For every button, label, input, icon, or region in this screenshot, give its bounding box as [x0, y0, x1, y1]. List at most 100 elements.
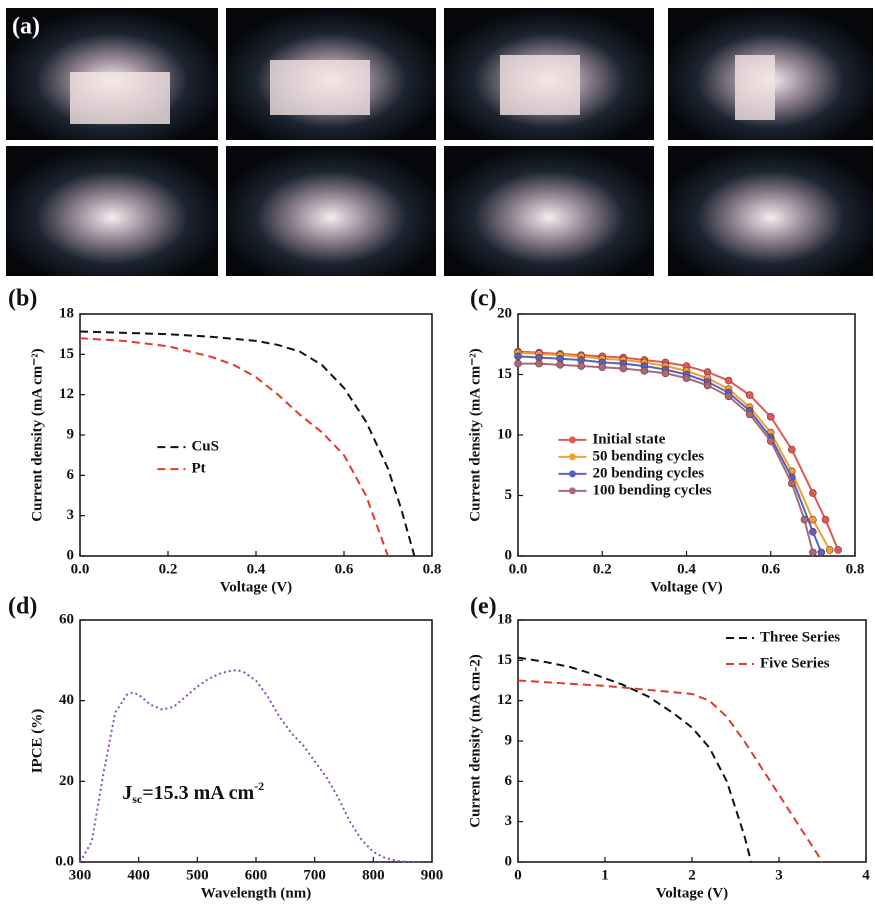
- y-tick-label: 3: [67, 507, 75, 523]
- data-point: [788, 479, 796, 488]
- data-point: [821, 515, 830, 524]
- data-point: [745, 410, 754, 419]
- legend-label: Three Series: [760, 629, 840, 645]
- data-point: [556, 361, 564, 369]
- x-axis-label: Voltage (V): [220, 579, 292, 595]
- device: [500, 55, 580, 115]
- legend-label: 100 bending cycles: [592, 482, 711, 498]
- annotation: Jsc=15.3 mA cm-2: [122, 779, 264, 806]
- legend-marker: [568, 470, 576, 478]
- data-point: [809, 515, 817, 524]
- x-tick-label: 700: [303, 867, 326, 883]
- x-tick-label: 0.4: [677, 561, 696, 577]
- y-axis-label: Current density (mA cm⁻²): [29, 348, 45, 521]
- data-point: [703, 381, 712, 390]
- data-point: [577, 362, 585, 370]
- y-tick-label: 15: [497, 652, 512, 668]
- data-point: [724, 376, 733, 385]
- data-point: [535, 359, 543, 368]
- x-axis-label: Voltage (V): [650, 579, 722, 595]
- data-point: [766, 413, 775, 421]
- x-tick-label: 0.0: [509, 561, 528, 577]
- y-tick-label: 6: [67, 467, 75, 483]
- legend-marker: [568, 453, 576, 461]
- annotation-part: -2: [254, 779, 264, 793]
- y-tick-label: 18: [59, 305, 74, 321]
- x-tick-label: 900: [421, 867, 444, 883]
- series-line: [79, 669, 421, 863]
- data-point: [682, 374, 691, 382]
- data-point: [817, 548, 826, 557]
- series-line: [517, 351, 831, 551]
- plot-frame: [79, 313, 433, 557]
- legend-label: Five Series: [760, 655, 830, 671]
- y-tick-label: 15: [497, 366, 512, 382]
- annotation-part: sc: [132, 792, 143, 806]
- legend-label: Pt: [191, 461, 205, 477]
- series-line: [79, 330, 416, 557]
- x-axis-label: Voltage (V): [656, 885, 728, 901]
- data-point: [809, 527, 817, 536]
- annotation-part: =15.3 mA cm: [142, 782, 254, 804]
- photo-grid: [6, 8, 873, 276]
- legend-label: 50 bending cycles: [592, 448, 704, 464]
- y-axis-label: Current density (mA cm⁻²): [467, 348, 483, 521]
- device: [270, 60, 370, 115]
- data-point: [640, 367, 649, 375]
- series-line: [517, 355, 823, 553]
- series-line: [518, 362, 814, 553]
- plot-frame: [79, 619, 433, 863]
- x-tick-label: 4: [862, 867, 870, 883]
- x-tick-label: 3: [775, 867, 783, 883]
- data-point: [800, 515, 809, 524]
- x-tick-label: 1: [601, 867, 609, 883]
- x-tick-label: 0.0: [71, 561, 90, 577]
- y-tick-label: 9: [67, 426, 75, 442]
- panel-label: (c): [470, 286, 497, 312]
- series-line: [79, 337, 389, 557]
- panel-label: (d): [8, 594, 37, 620]
- data-point: [619, 364, 628, 373]
- y-axis-label: Current density (mA cm-2): [467, 654, 483, 827]
- photo: [6, 146, 218, 276]
- legend-marker: [568, 436, 576, 444]
- data-point: [834, 546, 842, 554]
- x-tick-label: 0.8: [846, 561, 865, 577]
- panel-label: (e): [470, 594, 497, 620]
- x-tick-label: 0.6: [335, 561, 354, 577]
- data-point: [598, 363, 607, 372]
- x-tick-label: 500: [186, 867, 209, 883]
- y-tick-label: 0: [505, 853, 513, 869]
- x-tick-label: 0.6: [761, 561, 780, 577]
- y-tick-label: 0.0: [55, 853, 74, 869]
- annotation-part: J: [122, 782, 132, 804]
- y-tick-label: 40: [59, 692, 74, 708]
- legend-label: CuS: [191, 439, 219, 455]
- data-point: [514, 352, 522, 361]
- series-line: [517, 679, 824, 863]
- y-tick-label: 6: [505, 773, 513, 789]
- x-tick-label: 300: [69, 867, 92, 883]
- data-point: [745, 391, 754, 399]
- y-tick-label: 15: [59, 346, 74, 362]
- x-tick-label: 2: [688, 867, 696, 883]
- data-point: [661, 369, 670, 378]
- y-tick-label: 20: [497, 305, 512, 321]
- x-tick-label: 0.4: [247, 561, 266, 577]
- y-tick-label: 12: [59, 386, 74, 402]
- device: [735, 55, 775, 120]
- data-point: [825, 546, 834, 554]
- photo: [226, 146, 436, 276]
- y-tick-label: 10: [497, 426, 512, 442]
- y-tick-label: 9: [505, 732, 513, 748]
- x-axis-label: Wavelength (nm): [201, 885, 311, 901]
- photo: [444, 146, 654, 276]
- x-tick-label: 0.2: [159, 561, 178, 577]
- data-point: [788, 445, 796, 454]
- y-tick-label: 3: [505, 813, 513, 829]
- x-tick-label: 0: [514, 867, 522, 883]
- y-tick-label: 18: [497, 611, 512, 627]
- x-tick-label: 0.2: [593, 561, 612, 577]
- legend-marker: [568, 487, 576, 495]
